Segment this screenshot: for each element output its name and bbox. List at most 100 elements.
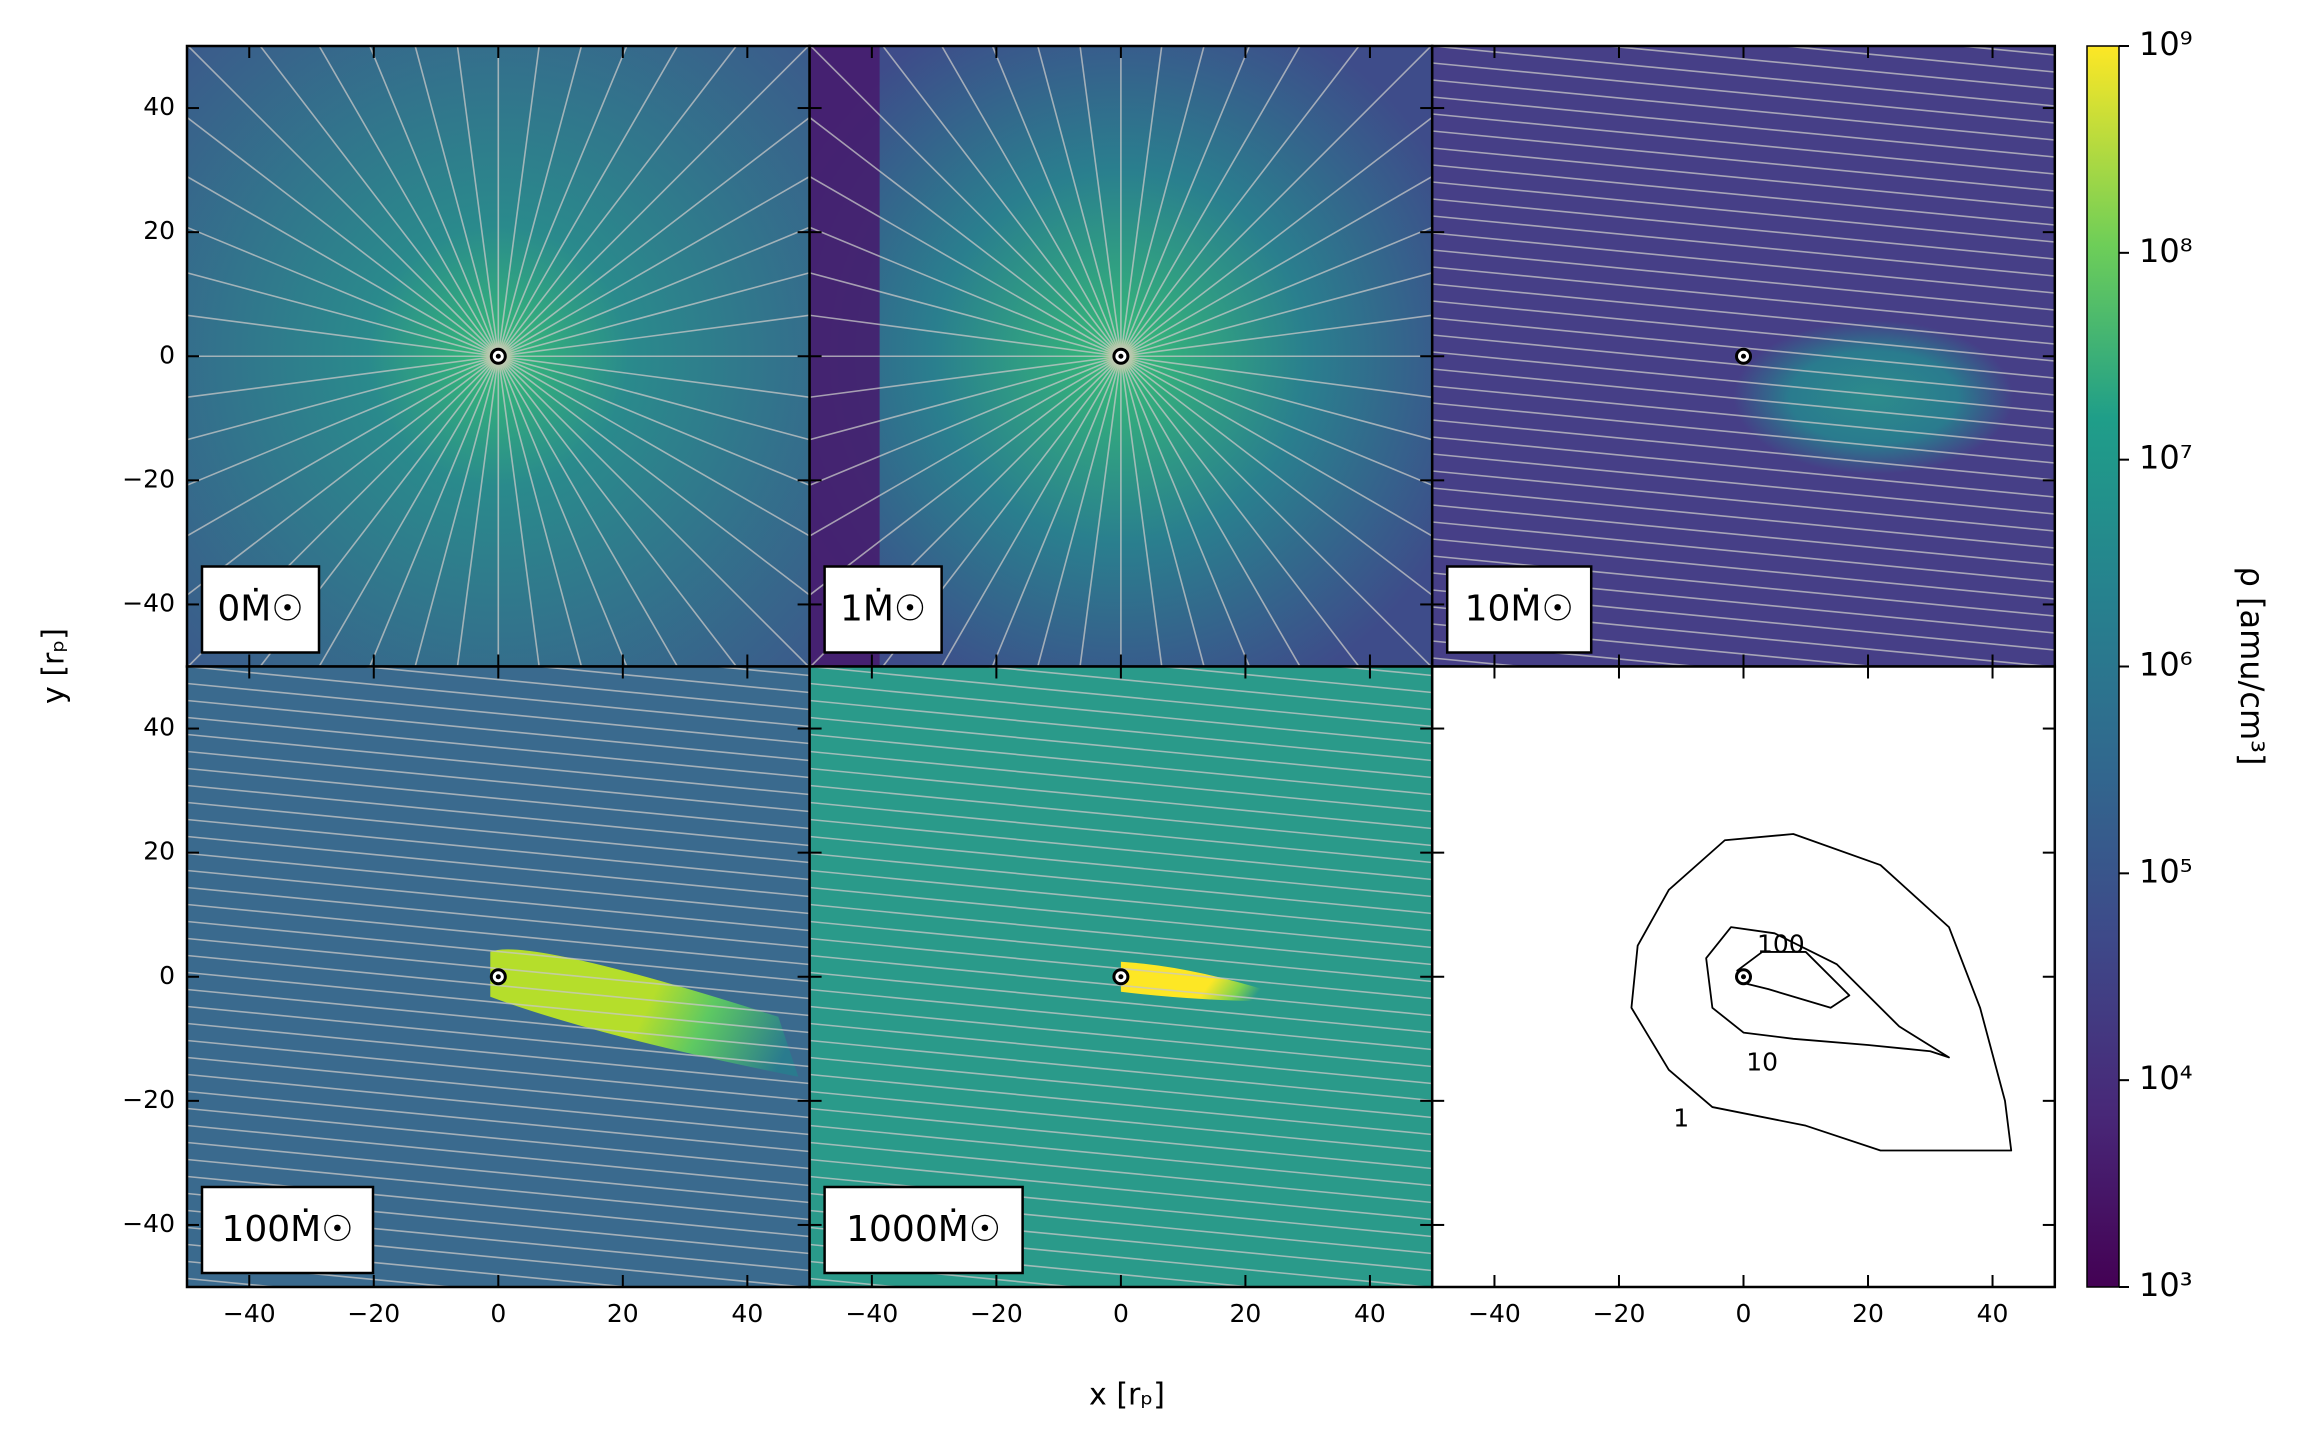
streamline xyxy=(498,314,810,358)
streamline xyxy=(1432,300,2055,362)
streamline xyxy=(1432,283,2055,345)
streamline xyxy=(809,355,1122,597)
streamline xyxy=(187,175,499,357)
y-tick-label: −20 xyxy=(122,1085,175,1114)
contour-label: 100 xyxy=(1757,930,1805,959)
streamline xyxy=(1036,46,1122,357)
x-tick-label: 20 xyxy=(607,1299,639,1328)
streamline xyxy=(497,355,810,667)
streamline xyxy=(497,46,679,357)
streamline xyxy=(1432,351,2055,413)
streamline xyxy=(1432,504,2055,566)
streamline xyxy=(1432,130,2055,192)
streamline xyxy=(531,666,810,694)
panel-label-box xyxy=(823,1185,1024,1275)
streamline xyxy=(414,46,500,357)
streamline xyxy=(1120,355,1433,399)
y-axis-label: y [rₚ] xyxy=(37,628,72,704)
streamline xyxy=(1432,113,2055,175)
streamline xyxy=(809,1005,1433,1068)
streamline xyxy=(809,733,1433,796)
streamline xyxy=(1432,79,2055,141)
streamline xyxy=(1432,0,2055,21)
streamline xyxy=(187,1107,810,1170)
streamline xyxy=(991,46,1122,357)
streamline xyxy=(187,1415,810,1439)
x-tick-label: 0 xyxy=(490,1299,506,1328)
streamline xyxy=(809,355,1122,667)
streamline xyxy=(1120,314,1433,358)
streamline xyxy=(1432,0,2055,38)
streamline xyxy=(809,355,1122,537)
streamline xyxy=(497,355,810,597)
streamline xyxy=(809,699,1433,762)
colorbar-tick-label: 10⁵ xyxy=(2139,852,2193,890)
y-tick-label: −40 xyxy=(122,1209,175,1238)
streamline xyxy=(1432,0,2055,4)
streamline xyxy=(1600,46,2055,90)
streamline xyxy=(1120,116,1433,357)
contour-label: 10 xyxy=(1746,1048,1778,1077)
streamline xyxy=(259,355,499,667)
streamline xyxy=(1120,46,1251,357)
streamline xyxy=(809,314,1122,358)
panel-label-box xyxy=(200,1185,375,1275)
star-center xyxy=(1741,353,1746,359)
streamline xyxy=(809,682,1433,745)
streamline xyxy=(1432,402,2055,464)
colorbar-tick-label: 10⁸ xyxy=(2139,232,2193,270)
streamline xyxy=(1432,62,2055,124)
streamline xyxy=(809,801,1433,864)
streamline xyxy=(187,733,810,796)
streamline xyxy=(187,355,499,537)
streamline xyxy=(187,1347,810,1407)
streamline xyxy=(187,801,810,864)
streamline xyxy=(1432,147,2055,209)
streamline xyxy=(187,666,810,728)
streamline xyxy=(809,1039,1433,1102)
streamline xyxy=(809,666,1433,728)
panel-label: 100Ṁ☉ xyxy=(221,1208,353,1250)
contour-line xyxy=(1630,833,2013,1152)
bow-shock xyxy=(1653,276,2054,497)
x-axis-label: x [rₚ] xyxy=(1089,1378,1165,1413)
streamline xyxy=(809,920,1433,983)
streamline xyxy=(187,1090,810,1153)
streamline xyxy=(1432,487,2055,549)
streamline xyxy=(809,988,1433,1051)
streamline xyxy=(497,356,583,667)
streamline xyxy=(187,869,810,932)
panel-label: 1Ṁ☉ xyxy=(840,588,926,630)
streamline xyxy=(1120,355,1251,667)
y-tick-label: 0 xyxy=(159,961,175,990)
streamline xyxy=(497,226,810,357)
streamline xyxy=(1432,96,2055,158)
streamline xyxy=(187,699,810,762)
x-tick-label: 40 xyxy=(1977,1299,2009,1328)
streamline xyxy=(498,355,810,399)
streamline xyxy=(1432,368,2055,430)
streamline xyxy=(187,903,810,966)
streamline xyxy=(1120,355,1433,667)
streamline xyxy=(809,1158,1433,1221)
streamline xyxy=(318,355,499,667)
streamline xyxy=(1432,334,2055,396)
contour-line xyxy=(1705,926,1950,1059)
streamline xyxy=(187,1022,810,1085)
streamline xyxy=(497,116,810,357)
streamline xyxy=(497,355,679,667)
colorbar xyxy=(2086,45,2120,1288)
streamline xyxy=(368,46,500,357)
streamline xyxy=(1120,355,1433,441)
streamline xyxy=(1120,175,1433,357)
streamline xyxy=(187,355,499,597)
streamline xyxy=(1432,164,2055,226)
streamline xyxy=(991,355,1122,667)
x-tick-label: −40 xyxy=(845,1299,898,1328)
streamline xyxy=(187,314,499,358)
streamline xyxy=(810,1415,1433,1439)
streamline xyxy=(497,355,810,537)
streamline xyxy=(809,954,1433,1017)
streamline xyxy=(497,355,810,487)
streamline xyxy=(187,1073,810,1136)
